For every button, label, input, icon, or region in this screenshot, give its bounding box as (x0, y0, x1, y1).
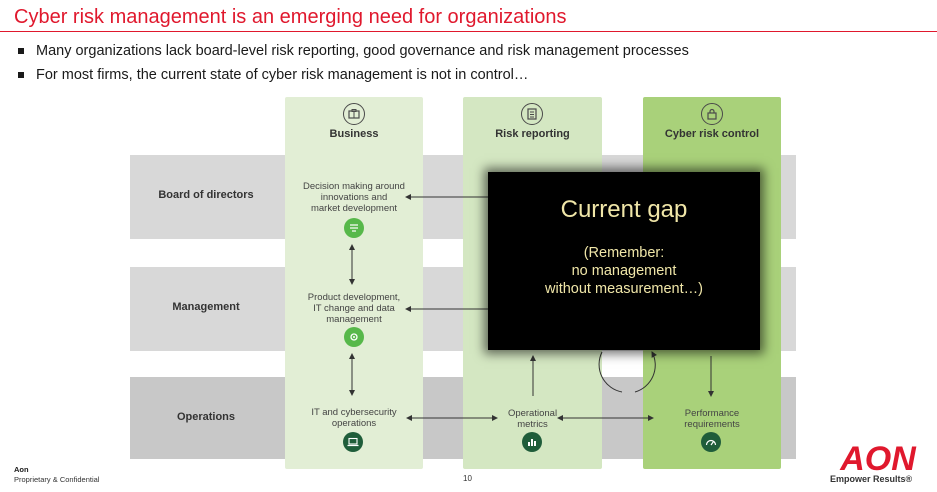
chart-icon (522, 432, 542, 452)
cell-management-business: Product development, IT change and data … (307, 292, 401, 325)
current-gap-overlay: Current gap (Remember: no management wit… (488, 172, 760, 350)
current-gap-title: Current gap (560, 196, 688, 223)
column-title-risk-reporting: Risk reporting (495, 128, 570, 140)
building-icon (343, 103, 365, 125)
logo-tagline: Empower Results® (830, 474, 913, 484)
bullet-marker (18, 48, 24, 54)
gear-icon (344, 327, 364, 347)
lock-icon (701, 103, 723, 125)
column-title-business: Business (329, 128, 379, 140)
bullet-marker (18, 72, 24, 78)
slide-title: Cyber risk management is an emerging nee… (14, 6, 567, 28)
gauge-icon (701, 432, 721, 452)
aon-logo: AON (839, 440, 917, 478)
logo-wordmark: AON (839, 440, 917, 478)
cell-operations-risk: Operational metrics (507, 408, 558, 430)
cell-operations-business: IT and cybersecurity operations (311, 407, 397, 429)
laptop-icon (343, 432, 363, 452)
current-gap-note: (Remember: no management without measure… (545, 245, 703, 297)
bullet-list: Many organizations lack board-level risk… (18, 42, 689, 90)
list-icon (344, 218, 364, 238)
cell-operations-cyber: Performance requirements (684, 408, 740, 430)
bullet-text: Many organizations lack board-level risk… (36, 43, 689, 59)
report-icon (521, 103, 543, 125)
column-title-cyber-risk-control: Cyber risk control (664, 128, 760, 140)
bullet-text: For most firms, the current state of cyb… (36, 67, 529, 83)
cell-board-business: Decision making around innovations and m… (303, 181, 405, 214)
page-number: 10 (463, 474, 472, 483)
row-label-management: Management (172, 301, 240, 313)
row-label-operations: Operations (176, 411, 236, 423)
title-divider (0, 31, 937, 32)
footer-confidentiality: Proprietary & Confidential (14, 475, 100, 484)
footer-company: Aon (14, 465, 29, 474)
row-label-board: Board of directors (158, 189, 254, 201)
bullet-item: Many organizations lack board-level risk… (18, 42, 689, 66)
bullet-item: For most firms, the current state of cyb… (18, 66, 689, 90)
